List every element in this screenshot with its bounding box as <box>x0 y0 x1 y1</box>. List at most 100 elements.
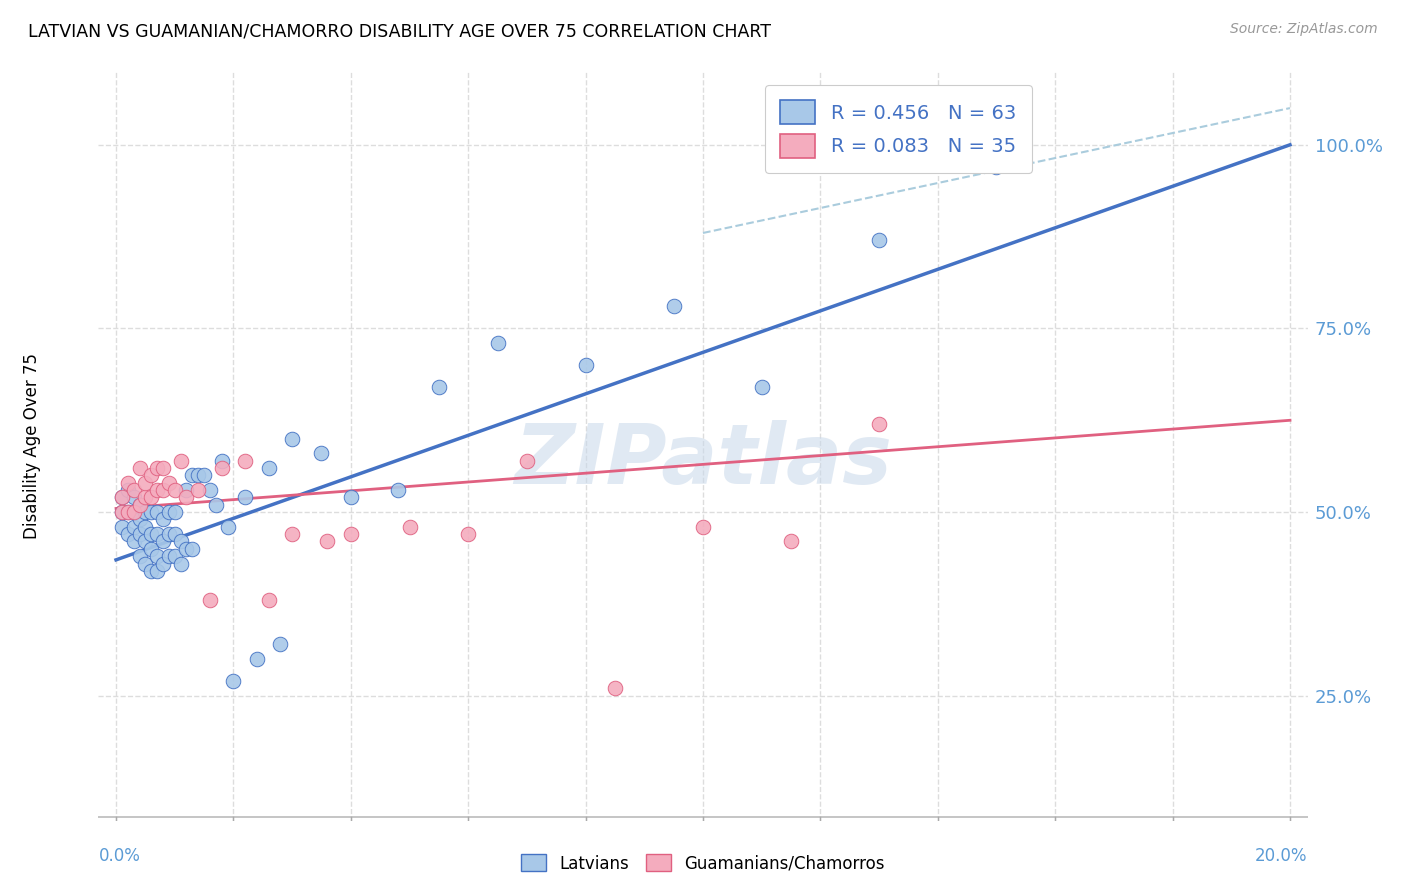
Point <box>141 468 163 483</box>
Point <box>141 541 163 556</box>
Point <box>198 593 221 607</box>
Point <box>169 557 191 571</box>
Point <box>152 483 174 497</box>
Point <box>163 527 186 541</box>
Point <box>111 491 134 505</box>
Point <box>146 461 169 475</box>
Text: Disability Age Over 75: Disability Age Over 75 <box>22 353 41 539</box>
Legend: Latvians, Guamanians/Chamorros: Latvians, Guamanians/Chamorros <box>515 847 891 880</box>
Point <box>134 520 156 534</box>
Point <box>157 549 180 564</box>
Point <box>128 461 150 475</box>
Point <box>169 453 191 467</box>
Point <box>128 498 150 512</box>
Point <box>146 505 169 519</box>
Point <box>176 491 198 505</box>
Point <box>128 527 150 541</box>
Point <box>211 461 233 475</box>
Point <box>128 498 150 512</box>
Point <box>311 446 333 460</box>
Point <box>176 541 198 556</box>
Point <box>122 491 145 505</box>
Point <box>187 468 209 483</box>
Point <box>134 491 156 505</box>
Point <box>281 432 304 446</box>
Point <box>141 527 163 541</box>
Point <box>157 505 180 519</box>
Point <box>427 380 450 394</box>
Point <box>163 483 186 497</box>
Point <box>516 453 538 467</box>
Point <box>486 336 509 351</box>
Text: 20.0%: 20.0% <box>1256 847 1308 865</box>
Point <box>163 505 186 519</box>
Point <box>152 512 174 526</box>
Point <box>222 674 245 689</box>
Point <box>128 549 150 564</box>
Point <box>134 534 156 549</box>
Point <box>198 483 221 497</box>
Point <box>134 475 156 490</box>
Point <box>157 527 180 541</box>
Point <box>122 505 145 519</box>
Point <box>181 541 204 556</box>
Point <box>134 505 156 519</box>
Point <box>122 483 145 497</box>
Point <box>603 681 626 696</box>
Point <box>146 527 169 541</box>
Point <box>157 475 180 490</box>
Point <box>134 557 156 571</box>
Point <box>340 527 363 541</box>
Point <box>117 505 139 519</box>
Point <box>211 453 233 467</box>
Point <box>233 491 256 505</box>
Point <box>662 300 685 314</box>
Point <box>169 534 191 549</box>
Point <box>111 505 134 519</box>
Point <box>122 505 145 519</box>
Point <box>146 483 169 497</box>
Point <box>868 417 890 431</box>
Point <box>111 491 134 505</box>
Point <box>575 358 598 372</box>
Point <box>117 505 139 519</box>
Point <box>152 461 174 475</box>
Point <box>146 564 169 578</box>
Point <box>751 380 773 394</box>
Point <box>141 564 163 578</box>
Point <box>187 483 209 497</box>
Point <box>111 520 134 534</box>
Point <box>398 520 420 534</box>
Point <box>181 468 204 483</box>
Point <box>269 637 291 651</box>
Text: LATVIAN VS GUAMANIAN/CHAMORRO DISABILITY AGE OVER 75 CORRELATION CHART: LATVIAN VS GUAMANIAN/CHAMORRO DISABILITY… <box>28 22 770 40</box>
Point <box>117 527 139 541</box>
Point <box>340 491 363 505</box>
Point <box>387 483 409 497</box>
Point <box>193 468 215 483</box>
Point <box>257 593 280 607</box>
Point <box>152 557 174 571</box>
Point <box>780 534 803 549</box>
Text: 0.0%: 0.0% <box>98 847 141 865</box>
Point <box>152 534 174 549</box>
Point <box>233 453 256 467</box>
Point <box>986 160 1008 174</box>
Point <box>163 549 186 564</box>
Text: Source: ZipAtlas.com: Source: ZipAtlas.com <box>1230 22 1378 37</box>
Text: ZIPatlas: ZIPatlas <box>515 420 891 501</box>
Point <box>868 233 890 247</box>
Point <box>246 652 269 666</box>
Legend: R = 0.456   N = 63, R = 0.083   N = 35: R = 0.456 N = 63, R = 0.083 N = 35 <box>765 85 1032 173</box>
Point <box>457 527 479 541</box>
Point <box>111 505 134 519</box>
Point <box>217 520 239 534</box>
Point <box>204 498 226 512</box>
Point <box>117 483 139 497</box>
Point <box>117 475 139 490</box>
Point <box>281 527 304 541</box>
Point <box>128 512 150 526</box>
Point <box>141 505 163 519</box>
Point <box>122 534 145 549</box>
Point <box>122 520 145 534</box>
